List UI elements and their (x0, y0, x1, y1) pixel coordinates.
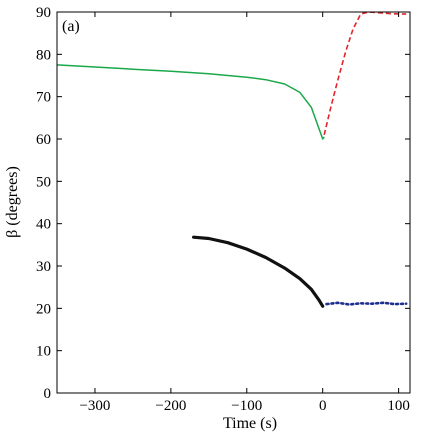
x-axis-label: Time (s) (223, 415, 277, 432)
plot-area (57, 12, 410, 393)
y-tick-label: 80 (36, 47, 51, 63)
series-line-2 (192, 235, 325, 308)
y-tick-label: 90 (36, 5, 51, 21)
panel-label: (a) (62, 18, 80, 35)
y-tick-label: 60 (36, 132, 51, 148)
x-tick-label: −300 (79, 398, 110, 414)
y-tick-label: 30 (36, 259, 51, 275)
series-layer (56, 11, 408, 308)
y-tick-label: 50 (36, 174, 51, 190)
series-line-3 (325, 301, 408, 306)
x-tick-label: 0 (319, 398, 327, 414)
x-tick-label: −200 (155, 398, 186, 414)
y-tick-label: 0 (44, 386, 52, 402)
plot-frame (56, 11, 411, 394)
x-tick-label: −100 (231, 398, 262, 414)
series-line-0 (56, 64, 325, 140)
y-tick-label: 70 (36, 90, 51, 106)
series-line-1 (323, 11, 407, 135)
x-tick-label: 100 (387, 398, 410, 414)
y-axis-label: β (degrees) (4, 166, 21, 238)
y-tick-label: 10 (36, 344, 51, 360)
tick-layer: −300 −200 −100 0 100 0 10 20 30 40 50 60 70 80 90 (36, 5, 410, 414)
y-tick-label: 20 (36, 301, 51, 317)
y-tick-label: 40 (36, 217, 51, 233)
